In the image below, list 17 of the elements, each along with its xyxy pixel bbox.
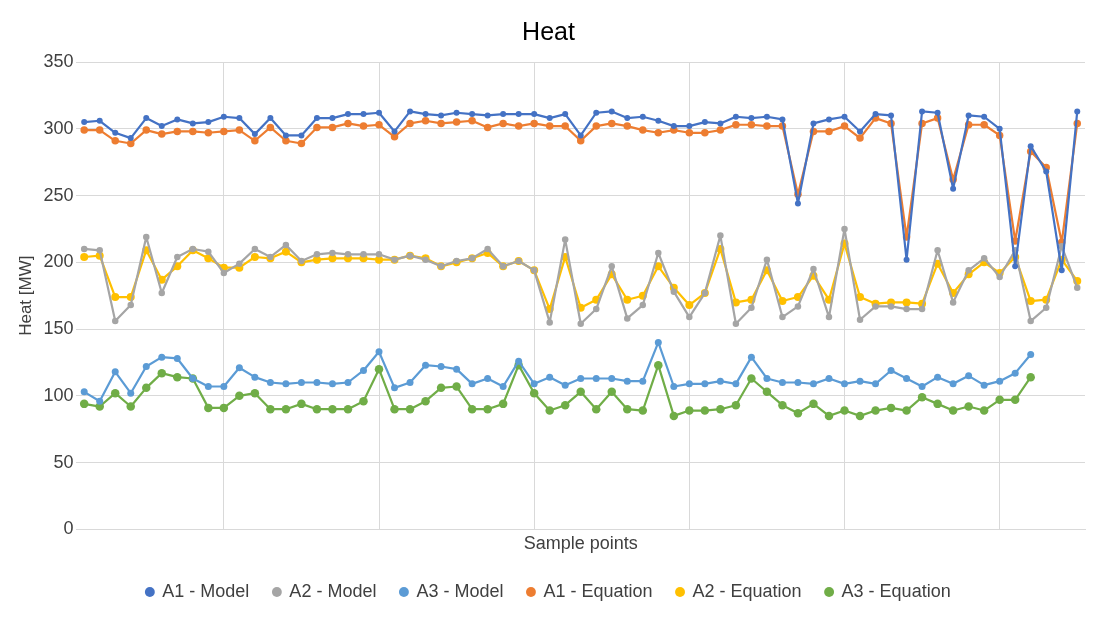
y-tick-label: 250 (43, 184, 74, 205)
legend-label: A3 - Model (416, 580, 504, 601)
legend-label: A1 - Model (162, 580, 250, 601)
y-tick-label: 50 (53, 451, 74, 472)
y-tick-label: 150 (43, 318, 74, 339)
legend-label: A3 - Equation (841, 580, 951, 601)
y-tick-label: 350 (43, 50, 74, 71)
y-tick-label: 0 (63, 518, 74, 539)
y-tick-label: 100 (43, 384, 74, 405)
y-axis-title: Heat [MW] (15, 255, 35, 336)
legend-label: A2 - Model (289, 580, 377, 601)
legend-label: A2 - Equation (692, 580, 802, 601)
legend-label: A1 - Equation (543, 580, 653, 601)
y-tick-label: 200 (43, 251, 74, 272)
chart-title: Heat (522, 16, 575, 45)
x-axis-title: Sample points (523, 533, 638, 554)
y-tick-label: 300 (43, 117, 74, 138)
